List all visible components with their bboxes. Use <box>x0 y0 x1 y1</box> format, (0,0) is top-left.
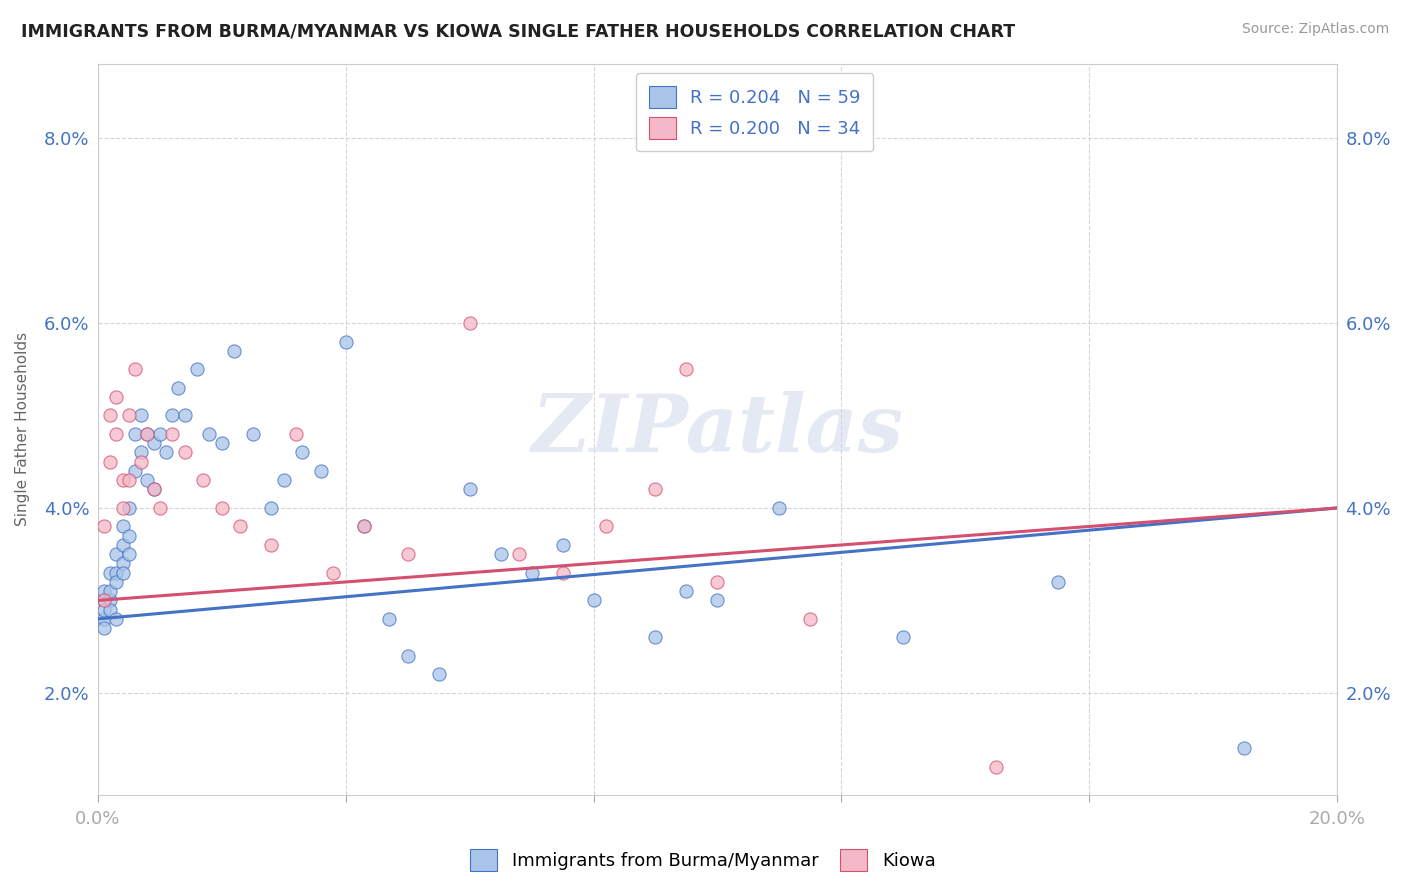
Point <box>129 455 152 469</box>
Point <box>124 464 146 478</box>
Point <box>118 473 141 487</box>
Point <box>129 445 152 459</box>
Point <box>155 445 177 459</box>
Point <box>285 427 308 442</box>
Point <box>105 427 128 442</box>
Point <box>111 519 134 533</box>
Point <box>93 593 115 607</box>
Point <box>173 409 195 423</box>
Point <box>273 473 295 487</box>
Point <box>136 473 159 487</box>
Point <box>149 427 172 442</box>
Point <box>136 427 159 442</box>
Point <box>118 547 141 561</box>
Point <box>167 381 190 395</box>
Text: ZIPatlas: ZIPatlas <box>531 391 904 468</box>
Text: Source: ZipAtlas.com: Source: ZipAtlas.com <box>1241 22 1389 37</box>
Point <box>891 631 914 645</box>
Point <box>291 445 314 459</box>
Point <box>111 500 134 515</box>
Point <box>118 409 141 423</box>
Point <box>675 362 697 376</box>
Point <box>986 760 1008 774</box>
Legend: Immigrants from Burma/Myanmar, Kiowa: Immigrants from Burma/Myanmar, Kiowa <box>463 842 943 879</box>
Point <box>93 603 115 617</box>
Point <box>105 612 128 626</box>
Point <box>335 334 357 349</box>
Point <box>242 427 264 442</box>
Point <box>93 584 115 599</box>
Point <box>396 648 419 663</box>
Point <box>142 483 165 497</box>
Point <box>136 427 159 442</box>
Point <box>98 584 121 599</box>
Point <box>520 566 543 580</box>
Point <box>186 362 208 376</box>
Point <box>508 547 530 561</box>
Point <box>260 538 283 552</box>
Point <box>93 621 115 635</box>
Point <box>198 427 221 442</box>
Y-axis label: Single Father Households: Single Father Households <box>15 333 30 526</box>
Point <box>129 409 152 423</box>
Point <box>98 603 121 617</box>
Point <box>353 519 375 533</box>
Point <box>322 566 344 580</box>
Point <box>93 612 115 626</box>
Point <box>1047 574 1070 589</box>
Point <box>1233 741 1256 756</box>
Point <box>582 593 605 607</box>
Point <box>675 584 697 599</box>
Point <box>489 547 512 561</box>
Point <box>458 316 481 330</box>
Point <box>551 566 574 580</box>
Point <box>644 483 666 497</box>
Point <box>193 473 215 487</box>
Point <box>118 500 141 515</box>
Point <box>309 464 332 478</box>
Point <box>353 519 375 533</box>
Point <box>211 436 233 450</box>
Point <box>105 390 128 404</box>
Point <box>105 547 128 561</box>
Point <box>124 362 146 376</box>
Point <box>124 427 146 442</box>
Point <box>105 574 128 589</box>
Point <box>458 483 481 497</box>
Legend: R = 0.204   N = 59, R = 0.200   N = 34: R = 0.204 N = 59, R = 0.200 N = 34 <box>636 73 873 152</box>
Point <box>111 473 134 487</box>
Point <box>142 483 165 497</box>
Point <box>93 519 115 533</box>
Point <box>111 557 134 571</box>
Point <box>149 500 172 515</box>
Point <box>427 667 450 681</box>
Point <box>173 445 195 459</box>
Point <box>229 519 252 533</box>
Point <box>224 343 246 358</box>
Point <box>378 612 401 626</box>
Point <box>551 538 574 552</box>
Point <box>105 566 128 580</box>
Point <box>211 500 233 515</box>
Point <box>98 593 121 607</box>
Point <box>799 612 821 626</box>
Point <box>160 427 183 442</box>
Point <box>595 519 617 533</box>
Point <box>118 529 141 543</box>
Point <box>93 593 115 607</box>
Point <box>160 409 183 423</box>
Point <box>260 500 283 515</box>
Point <box>644 631 666 645</box>
Point <box>98 566 121 580</box>
Point <box>396 547 419 561</box>
Point <box>768 500 790 515</box>
Point <box>111 566 134 580</box>
Point <box>111 538 134 552</box>
Point <box>98 455 121 469</box>
Point <box>706 574 728 589</box>
Point <box>706 593 728 607</box>
Text: IMMIGRANTS FROM BURMA/MYANMAR VS KIOWA SINGLE FATHER HOUSEHOLDS CORRELATION CHAR: IMMIGRANTS FROM BURMA/MYANMAR VS KIOWA S… <box>21 22 1015 40</box>
Point <box>142 436 165 450</box>
Point <box>98 409 121 423</box>
